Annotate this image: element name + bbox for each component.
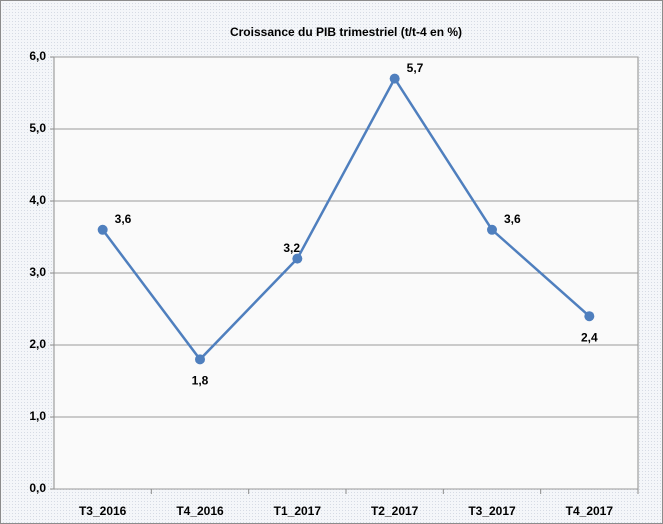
data-label: 3,6 [115,212,132,226]
x-tick-label: T4_2017 [566,504,614,518]
x-tick-label: T3_2016 [79,504,127,518]
point [97,224,108,235]
point [292,253,303,264]
y-tick-label: 2,0 [29,337,46,351]
point [195,354,205,365]
data-label: 1,8 [192,374,209,388]
y-tick-label: 4,0 [29,193,46,207]
point [584,311,595,322]
point [487,224,497,235]
x-tick-label: T4_2016 [176,504,224,518]
chart-title: Croissance du PIB trimestriel (t/t-4 en … [230,25,462,39]
point [389,73,400,84]
y-tick-label: 6,0 [29,49,46,63]
data-label: 5,7 [407,61,424,75]
x-tick-label: T2_2017 [371,504,419,518]
y-tick-label: 1,0 [29,409,46,423]
data-label: 2,4 [581,330,598,344]
x-tick-label: T3_2017 [468,504,516,518]
y-tick-label: 3,0 [29,265,46,279]
y-tick-label: 5,0 [29,121,46,135]
line [101,76,591,362]
data-label: 3,6 [504,212,521,226]
y-tick-label: 0,0 [29,481,46,495]
x-tick-label: T1_2017 [274,504,322,518]
data-label: 3,2 [283,241,300,255]
